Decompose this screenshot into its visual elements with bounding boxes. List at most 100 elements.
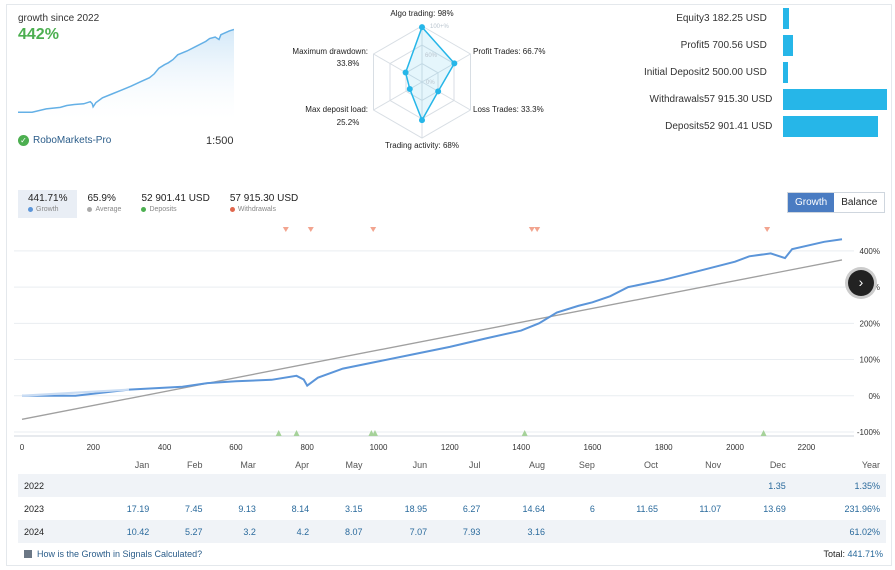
radar-chart: Algo trading: 98% Profit Trades: 66.7% L…	[292, 9, 545, 150]
stat-label: Equity	[676, 13, 704, 24]
withdrawal-marker	[370, 227, 377, 232]
withdrawals-dot-icon	[229, 207, 235, 212]
withdrawal-marker	[764, 227, 771, 232]
x-tick-label: 400	[158, 443, 172, 452]
account-stats: Equity 3 182.25 USD Profit 5 700.56 USD …	[612, 7, 890, 142]
table-header: Oct	[644, 460, 659, 470]
x-tick-label: 200	[87, 443, 101, 452]
stat-label: Withdrawals	[649, 94, 704, 105]
table-header: Year	[861, 460, 880, 470]
verified-check-icon: ✓	[18, 135, 29, 146]
stat-bar	[783, 8, 789, 29]
growth-since-label: growth since 2022	[18, 13, 100, 24]
table-header: Nov	[705, 460, 722, 470]
table-header: Dec	[769, 460, 786, 470]
table-header: May	[345, 460, 363, 470]
withdrawal-marker	[534, 227, 541, 232]
chevron-right-icon[interactable]: ›	[848, 270, 874, 296]
growth-chart: -100%0%100%200%300%400%02004006008001000…	[14, 227, 880, 452]
summary-value: 65.9%	[87, 193, 116, 204]
radar-spoke	[421, 53, 471, 83]
monthly-growth-table: Jan Feb Mar Apr May Jun Jul Aug Sep Oct …	[18, 456, 886, 543]
stat-value: 3 182.25 USD	[704, 13, 767, 24]
y-tick-label: 100%	[860, 356, 880, 365]
stat-value: 52 901.41 USD	[704, 121, 773, 132]
table-cell-year: 2024	[18, 520, 91, 543]
growth-dot-icon	[28, 207, 33, 212]
table-cell	[433, 474, 487, 497]
radar-spoke	[373, 53, 423, 83]
summary-withdrawals[interactable]: 57 915.30 USD Withdrawals	[220, 190, 308, 218]
average-dot-icon	[87, 207, 93, 212]
table-header: Aug	[529, 460, 546, 470]
stat-bar	[783, 35, 794, 56]
x-tick-label: 1600	[584, 443, 602, 452]
growth-calculation-link-text: How is the Growth in Signals Calculated?	[37, 549, 203, 559]
stat-label: Initial Deposit	[643, 67, 704, 78]
table-row: 2024 10.42 5.27 3.2 4.2 8.07 7.07 7.93 3.16 61.02…	[18, 520, 886, 543]
table-header: Mar	[240, 460, 256, 470]
table-cell: 8.07	[315, 520, 369, 543]
deposit-marker	[760, 430, 767, 436]
mini-growth-chart	[18, 28, 234, 120]
radar-point	[419, 24, 425, 31]
stat-bar	[783, 89, 887, 110]
table-cell	[664, 474, 728, 497]
radar-point	[402, 69, 409, 76]
table-cell: 4.2	[261, 520, 316, 543]
total-label: Total:	[823, 549, 845, 559]
table-cell: 10.42	[90, 520, 156, 543]
summary-label: Deposits	[149, 206, 177, 213]
growth-toggle-button[interactable]: Growth	[788, 193, 835, 212]
table-header-year-col	[18, 456, 91, 474]
radar-label-profit: Profit Trades: 66.7%	[473, 47, 545, 56]
summary-value: 57 915.30 USD	[229, 193, 299, 204]
table-cell: 14.64	[522, 503, 546, 514]
table-cell: 9.13	[238, 503, 256, 514]
table-cell-year: 2023	[24, 503, 45, 514]
table-cell: 11.65	[636, 503, 659, 514]
table-header: Jan	[134, 460, 150, 470]
table-row: 2022 1.35 1.35%	[18, 474, 886, 497]
summary-label: Withdrawals	[237, 206, 276, 213]
radar-shape	[404, 25, 456, 122]
table-cell: 7.45	[185, 503, 203, 514]
radar-ring-60: 60%	[425, 53, 438, 59]
table-cell: 5.27	[155, 520, 209, 543]
summary-growth[interactable]: 441.71% Growth	[18, 190, 78, 218]
stat-value: 2 500.00 USD	[704, 67, 767, 78]
table-header: Apr	[295, 460, 310, 470]
radar-label-algo: Algo trading: 98%	[390, 9, 453, 18]
table-cell: 7.93	[433, 520, 487, 543]
summary-deposits[interactable]: 52 901.41 USD Deposits	[131, 190, 219, 218]
growth-calculation-link[interactable]: How is the Growth in Signals Calculated?	[24, 549, 202, 559]
table-cell: 3.16	[486, 520, 552, 543]
table-cell: 3.15	[344, 503, 363, 514]
balance-toggle-button[interactable]: Balance	[834, 193, 885, 212]
summary-average[interactable]: 65.9% Average	[77, 190, 131, 218]
radar-label-load: Max deposit load:	[305, 105, 368, 114]
table-cell	[486, 474, 552, 497]
withdrawal-marker	[282, 227, 289, 232]
radar-label-drawdown-value: 33.8%	[337, 59, 360, 68]
summary-label: Growth	[36, 206, 59, 213]
table-header: Jun	[412, 460, 428, 470]
radar-spoke	[421, 81, 471, 111]
broker-link[interactable]: ✓ RoboMarkets-Pro	[18, 135, 111, 146]
table-cell: 231.96%	[844, 503, 880, 514]
stat-label: Profit	[680, 40, 704, 51]
table-cell	[664, 520, 728, 543]
radar-point	[435, 88, 442, 95]
radar-point	[419, 117, 425, 124]
deposits-dot-icon	[141, 207, 147, 212]
deposit-marker	[275, 430, 282, 436]
x-tick-label: 0	[20, 443, 25, 452]
table-header-row: Jan Feb Mar Apr May Jun Jul Aug Sep Oct …	[18, 456, 886, 474]
x-tick-label: 1200	[441, 443, 459, 452]
table-cell	[90, 474, 156, 497]
y-tick-label: 0%	[868, 392, 880, 401]
table-cell	[261, 474, 316, 497]
radar-grid	[373, 25, 471, 139]
stat-row-withdrawals: Withdrawals 57 915.30 USD	[612, 88, 890, 115]
x-tick-label: 600	[229, 443, 243, 452]
